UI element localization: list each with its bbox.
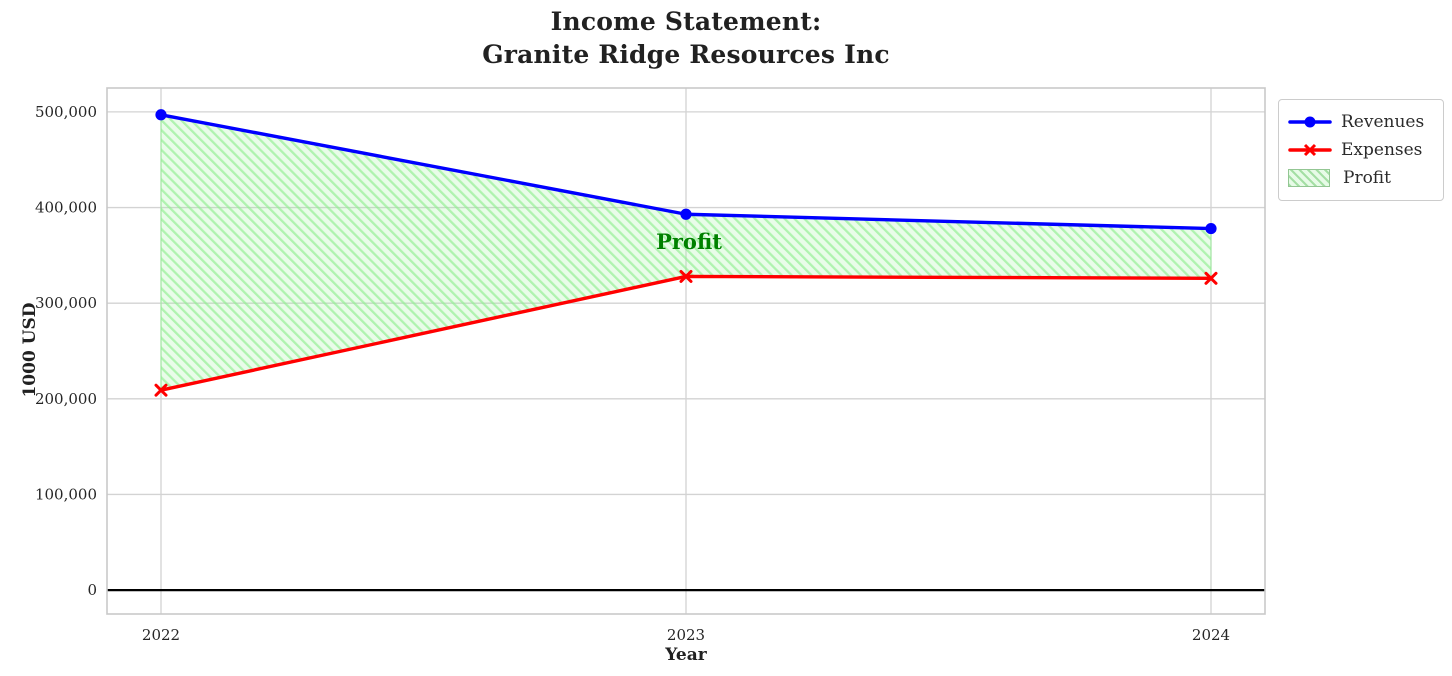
chart-title: Income Statement: Granite Ridge Resource… (107, 5, 1265, 71)
y-tick-label: 400,000 (35, 199, 97, 217)
revenues-marker (1205, 222, 1217, 235)
chart-title-line2: Granite Ridge Resources Inc (482, 40, 890, 69)
legend-label-profit: Profit (1343, 168, 1391, 188)
expenses-legend-swatch-icon (1288, 143, 1332, 157)
revenues-marker (680, 208, 692, 220)
revenues-legend-marker (1304, 116, 1316, 128)
chart-title-line1: Income Statement: (550, 7, 822, 36)
legend-label-revenues: Revenues (1341, 112, 1425, 132)
y-tick-label: 300,000 (35, 294, 97, 312)
x-tick-label: 2023 (667, 626, 705, 644)
y-tick-label: 0 (87, 581, 97, 599)
y-tick-label: 100,000 (35, 485, 97, 503)
profit-legend-swatch-icon (1288, 169, 1330, 187)
legend: Revenues Expenses Profit (1278, 99, 1444, 201)
expenses-legend-marker (1303, 143, 1317, 157)
legend-item-profit: Profit (1288, 164, 1434, 192)
legend-item-revenues: Revenues (1288, 108, 1434, 136)
y-tick-label: 200,000 (35, 390, 97, 408)
expenses-marker (679, 269, 693, 283)
y-axis-label: 1000 USD (20, 302, 40, 398)
legend-item-expenses: Expenses (1288, 136, 1434, 164)
legend-label-expenses: Expenses (1341, 140, 1423, 160)
expenses-marker (1204, 271, 1218, 285)
revenues-marker (155, 109, 167, 121)
y-tick-label: 500,000 (35, 103, 97, 121)
plot-border (106, 87, 1266, 615)
profit-annotation: Profit (656, 229, 722, 254)
x-tick-label: 2024 (1192, 626, 1230, 644)
x-tick-label: 2022 (142, 626, 180, 644)
expenses-marker (154, 383, 168, 397)
revenues-legend-swatch-icon (1288, 116, 1332, 128)
x-axis-label: Year (665, 645, 707, 665)
